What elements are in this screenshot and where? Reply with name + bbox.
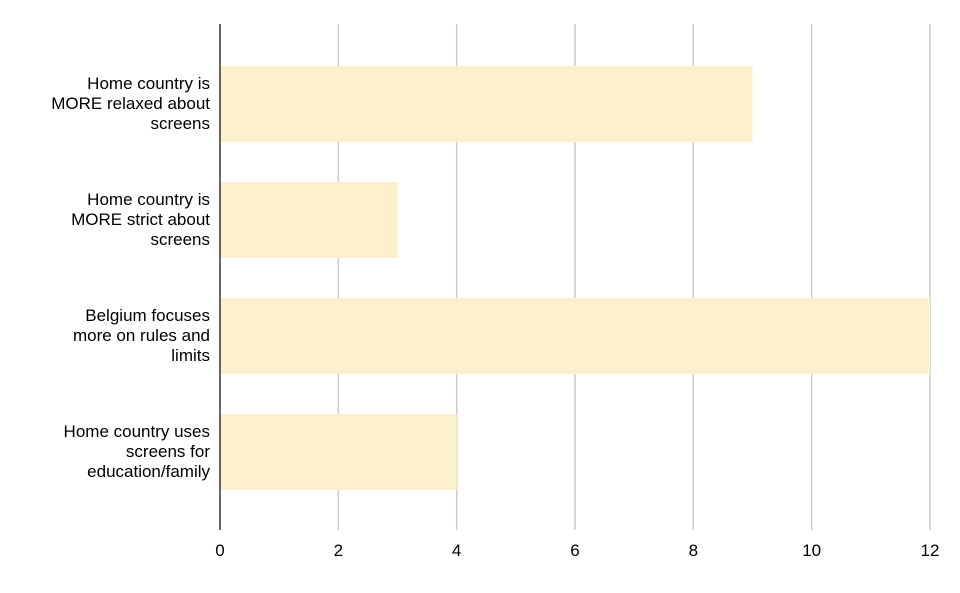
category-label-line: MORE strict about [71,210,210,229]
category-label-line: Belgium focuses [85,306,210,325]
x-tick-label: 8 [689,541,698,560]
x-tick-label: 6 [570,541,579,560]
bar [220,298,930,374]
category-label-line: screens [150,230,210,249]
category-label: Home country is MORE relaxed about screens [10,74,210,134]
bar [220,66,753,142]
category-label: Belgium focuses more on rules and limits [10,306,210,366]
category-label-line: Home country is [87,74,210,93]
x-tick-label: 4 [452,541,461,560]
category-label-line: MORE relaxed about [51,94,210,113]
category-label-line: screens [150,114,210,133]
category-label: Home country is MORE strict about screens [10,190,210,250]
category-label-line: education/family [87,462,210,481]
category-label-line: Home country uses [63,422,210,441]
bar [220,414,457,490]
x-tick-label: 0 [215,541,224,560]
x-tick-label: 12 [921,541,940,560]
category-label: Home country uses screens for education/fa… [10,422,210,482]
x-tick-label: 2 [334,541,343,560]
bar [220,182,398,258]
x-tick-label: 10 [802,541,821,560]
category-label-line: Home country is [87,190,210,209]
category-label-line: limits [171,346,210,365]
category-label-line: screens for [125,442,210,461]
category-label-line: more on rules and [72,326,210,345]
